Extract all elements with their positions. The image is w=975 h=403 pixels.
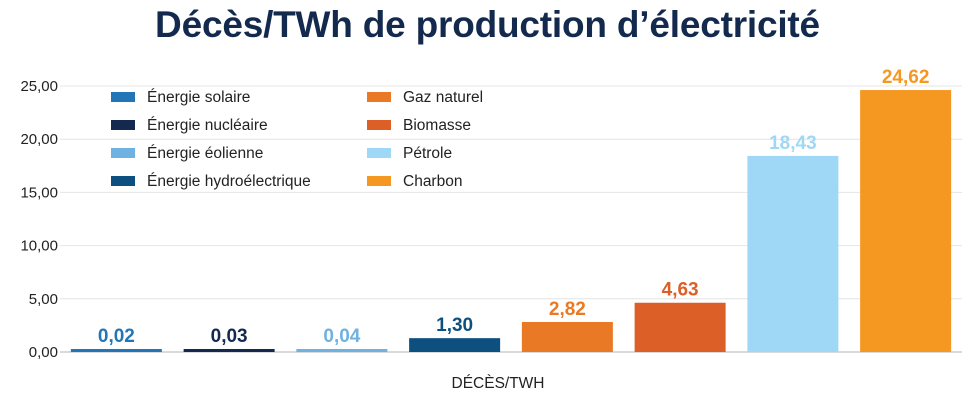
bar	[183, 349, 275, 352]
legend-swatch	[367, 120, 391, 130]
data-label: 0,04	[323, 326, 360, 347]
legend-label: Gaz naturel	[403, 89, 483, 106]
data-labels: 0,02 0,03 0,04 1,30 2,82 4,63 18,43 24,62	[98, 67, 930, 347]
bar	[860, 90, 952, 352]
bar	[747, 155, 839, 352]
y-axis-ticks: 0,00 5,00 10,00 15,00 20,00 25,00	[20, 78, 58, 361]
data-label: 4,63	[662, 280, 699, 301]
y-tick-label: 25,00	[20, 78, 58, 95]
legend-swatch	[367, 92, 391, 102]
legend-swatch	[367, 148, 391, 158]
legend-label: Pétrole	[403, 145, 452, 162]
bar	[296, 349, 388, 352]
x-axis-label: DÉCÈS/TWH	[452, 375, 545, 392]
y-tick-label: 5,00	[29, 291, 58, 308]
data-label: 2,82	[549, 299, 586, 320]
data-label: 0,02	[98, 326, 135, 347]
legend-swatch	[111, 176, 135, 186]
bar	[409, 338, 501, 352]
legend-label: Charbon	[403, 173, 462, 190]
legend-label: Énergie éolienne	[147, 145, 263, 162]
data-label: 1,30	[436, 315, 473, 336]
legend-label: Énergie hydroélectrique	[147, 173, 311, 190]
legend: Énergie solaire Énergie nucléaire Énergie …	[111, 89, 483, 190]
data-label: 18,43	[769, 133, 817, 154]
legend-swatch	[111, 92, 135, 102]
legend-swatch	[111, 148, 135, 158]
y-tick-label: 10,00	[20, 238, 58, 255]
data-label: 24,62	[882, 67, 930, 88]
y-tick-label: 0,00	[29, 344, 58, 361]
y-tick-label: 20,00	[20, 131, 58, 148]
legend-label: Énergie solaire	[147, 89, 250, 106]
legend-label: Biomasse	[403, 117, 471, 134]
bar	[70, 349, 162, 352]
chart-title: Décès/TWh de production d’électricité	[155, 4, 820, 45]
legend-swatch	[367, 176, 391, 186]
y-tick-label: 15,00	[20, 184, 58, 201]
data-label: 0,03	[211, 326, 248, 347]
bars	[70, 90, 952, 352]
legend-swatch	[111, 120, 135, 130]
legend-label: Énergie nucléaire	[147, 117, 268, 134]
bar	[521, 321, 613, 352]
bar	[634, 302, 726, 352]
